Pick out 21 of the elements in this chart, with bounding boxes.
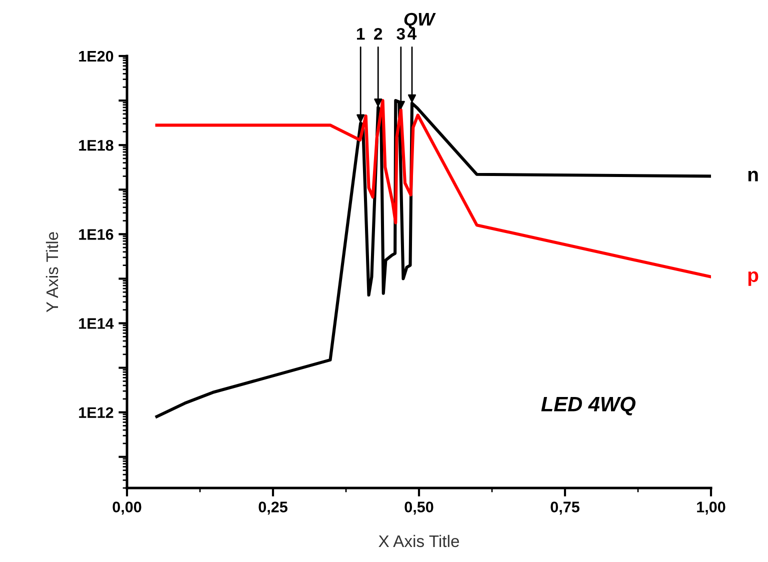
chart-title: QW [404,12,436,29]
x-tick-label: 0,25 [258,502,288,515]
x-axis-title: X Axis Title [378,534,460,548]
x-tick-label: 0,75 [550,502,580,515]
series-label: n [748,170,758,182]
annotation: LED 4WQ [541,396,636,416]
y-tick-label: 1E16 [79,229,114,240]
annotation: 2 [374,28,382,40]
x-tick-label: 1,00 [697,502,726,515]
y-tick-label: 1E12 [79,407,114,418]
y-tick-label: 1E14 [79,318,114,329]
series-label: p [748,271,758,286]
y-axis-title: Y Axis Title [46,232,58,312]
x-tick-label: 0,50 [404,502,434,515]
y-tick-label: 1E18 [79,140,114,151]
annotation: 3 [396,28,405,40]
x-tick-label: 0,00 [112,502,142,515]
y-tick-label: 1E20 [79,50,114,62]
line-series [155,99,711,278]
annotation: 1 [357,28,365,40]
annotation: 4 [408,28,417,40]
